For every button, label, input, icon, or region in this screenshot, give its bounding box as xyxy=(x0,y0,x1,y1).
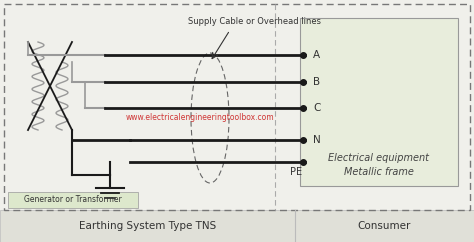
Text: B: B xyxy=(313,77,320,87)
Bar xyxy=(4,4,470,210)
Text: PE: PE xyxy=(290,167,302,177)
Text: N: N xyxy=(313,135,321,145)
Bar xyxy=(0,210,474,242)
Text: Supply Cable or Overhead lines: Supply Cable or Overhead lines xyxy=(189,17,321,27)
Text: www.electricalengineeringtoolbox.com: www.electricalengineeringtoolbox.com xyxy=(126,113,274,122)
Bar xyxy=(300,18,458,186)
Text: C: C xyxy=(313,103,320,113)
Bar xyxy=(8,192,138,208)
Text: Generator or Transformer: Generator or Transformer xyxy=(24,196,122,204)
Text: Consumer: Consumer xyxy=(357,221,410,231)
Text: Electrical equipment
Metallic frame: Electrical equipment Metallic frame xyxy=(328,153,429,177)
Text: A: A xyxy=(313,50,320,60)
Text: Earthing System Type TNS: Earthing System Type TNS xyxy=(79,221,217,231)
